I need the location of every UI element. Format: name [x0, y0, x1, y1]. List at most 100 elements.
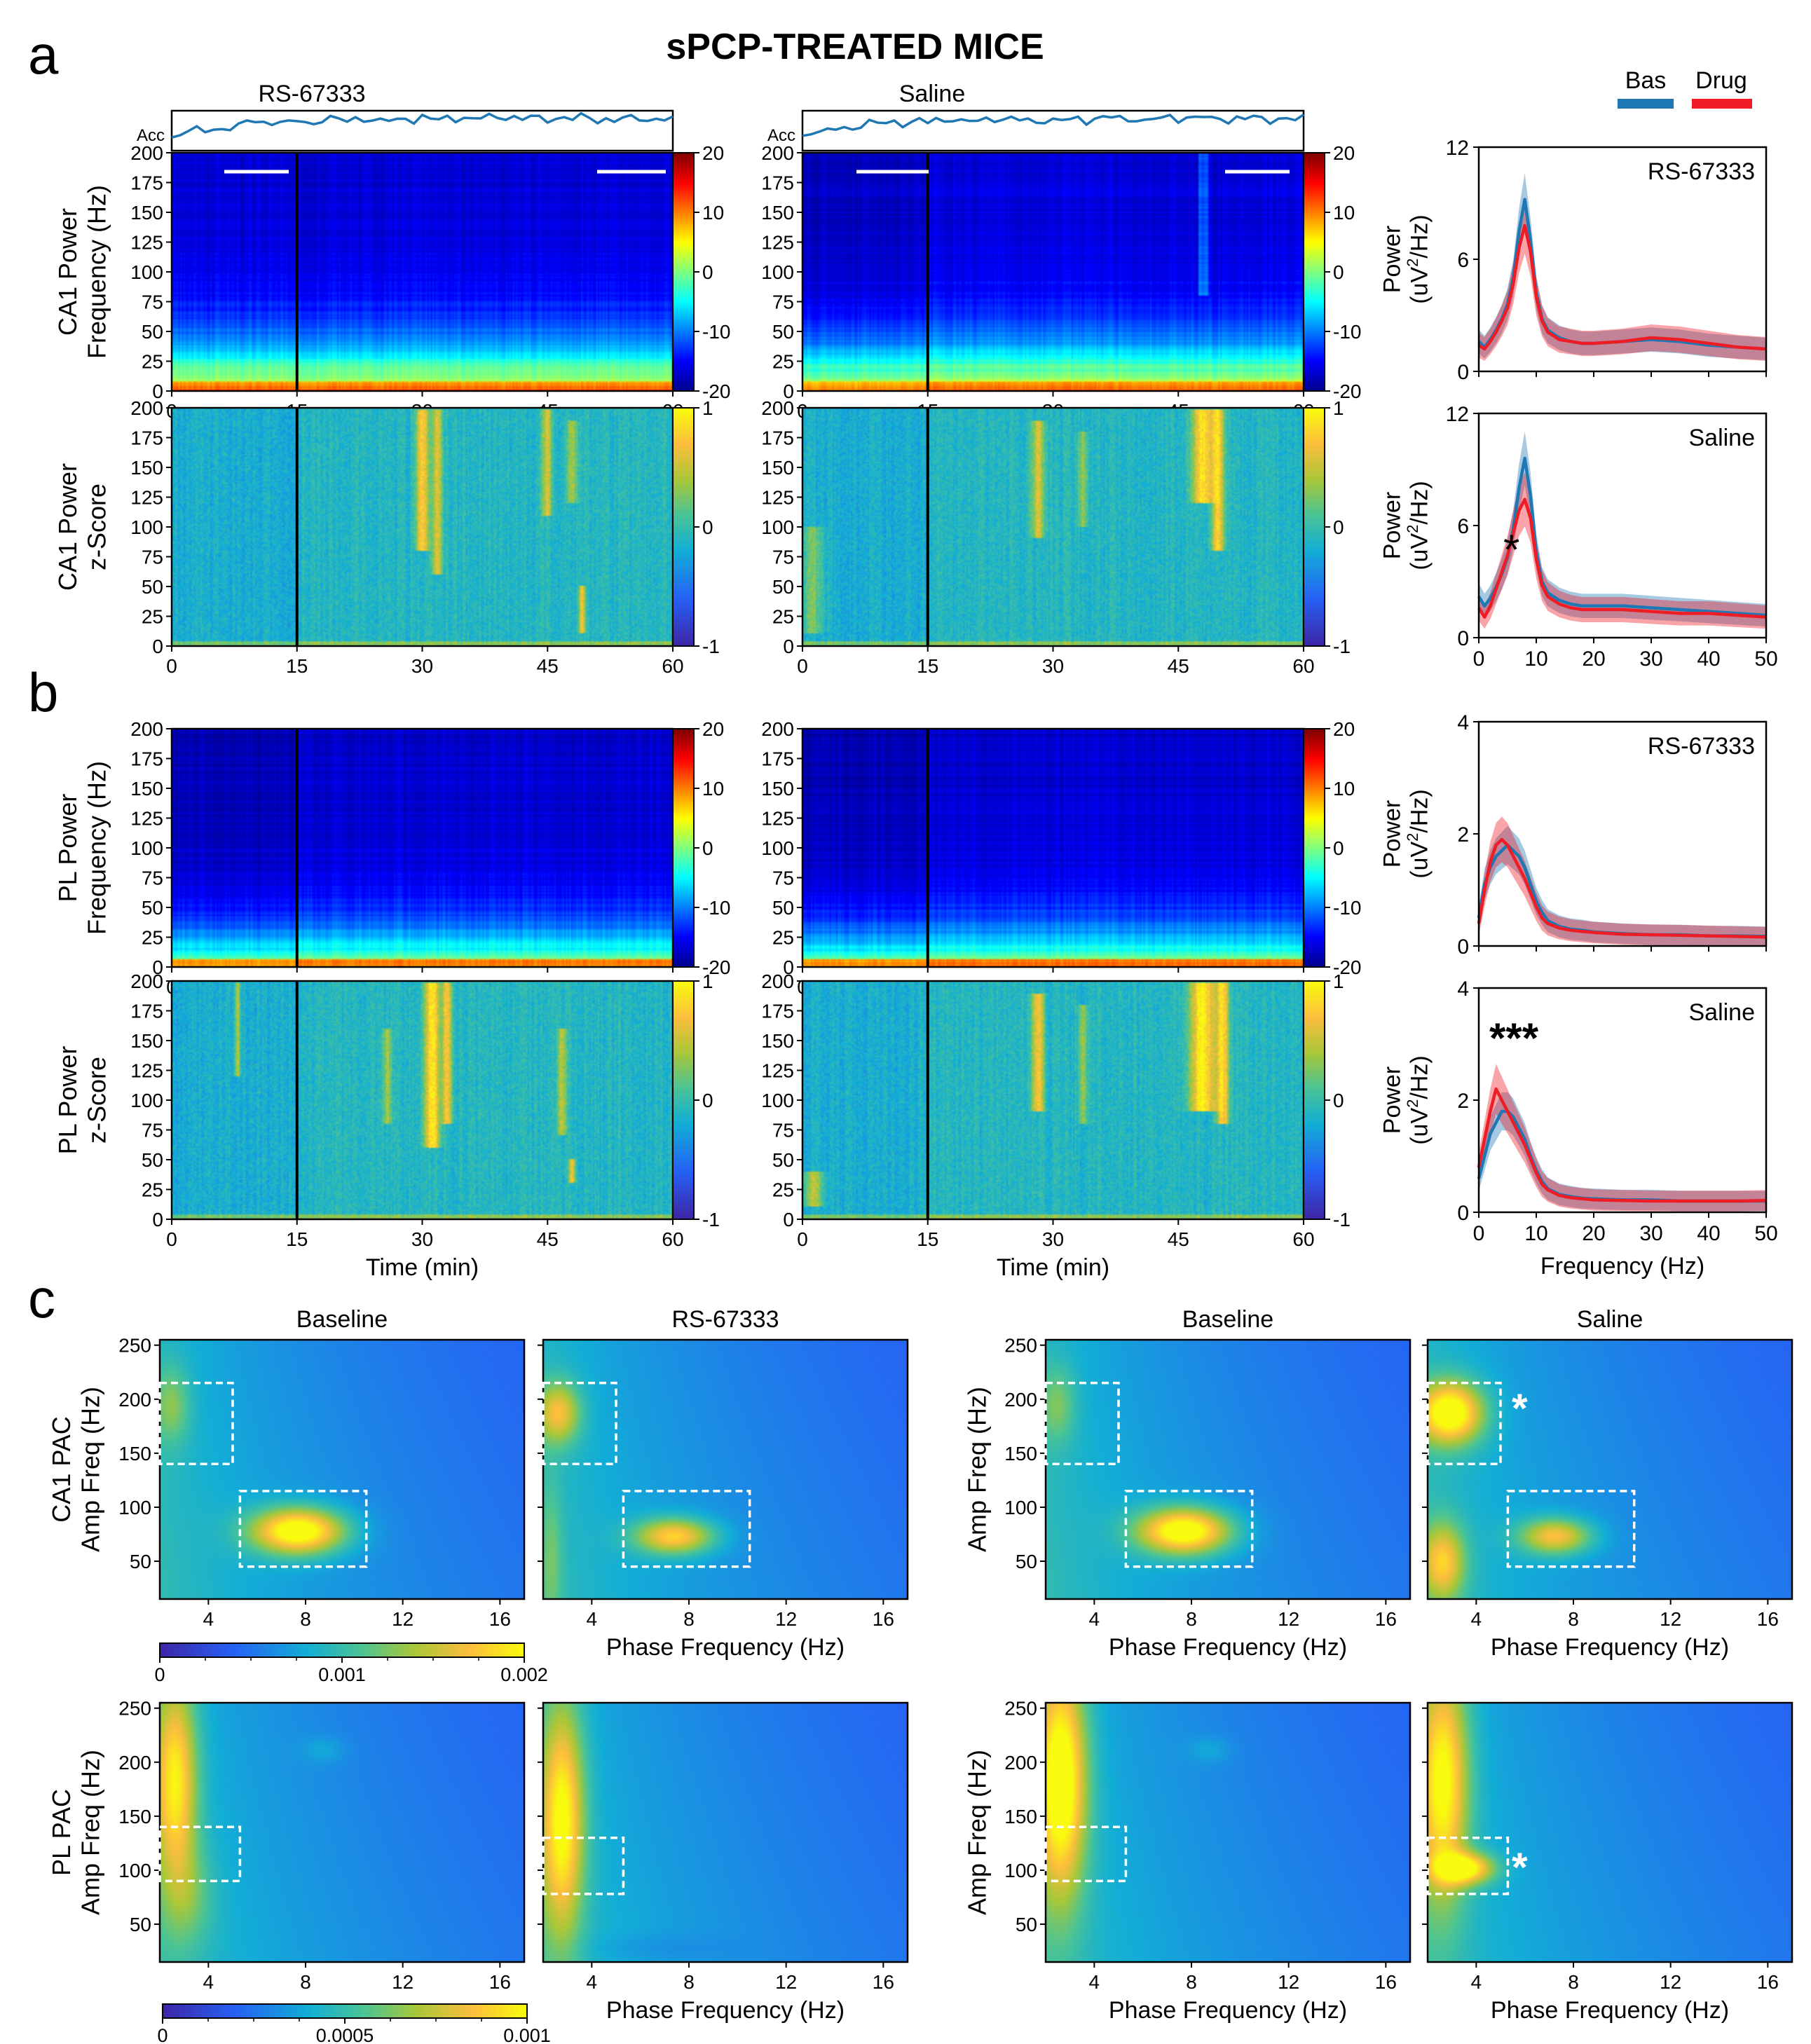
colorbar-tick-label: 0 — [154, 1664, 165, 1685]
y-axis-label-a-zscore-rs-line: z-Score — [82, 483, 111, 570]
x-tick-label: 50 — [1754, 647, 1777, 671]
y-tick-label: 75 — [772, 867, 794, 889]
y-tick-label: 25 — [772, 927, 794, 949]
sem-band-drug — [1479, 816, 1766, 946]
y-tick-label: 200 — [761, 718, 794, 740]
y-tick-label: 25 — [772, 1179, 794, 1201]
x-axis-label-b-zscore-rs: Time (min) — [366, 1254, 479, 1281]
x-tick-label: 45 — [1168, 655, 1189, 677]
y-axis-label: Power (uV2/Hz) — [1379, 1055, 1433, 1145]
y-axis-label: Power (uV2/Hz) — [1379, 789, 1433, 879]
colorbar-tick-label: 0 — [702, 1090, 713, 1111]
y-tick-label: 2 — [1457, 1090, 1469, 1113]
colorbar-tick-label: 0 — [1333, 1090, 1344, 1111]
x-tick-label: 8 — [1568, 1971, 1579, 1993]
legend: Bas Drug — [1618, 67, 1752, 109]
x-tick-label: 8 — [683, 1971, 695, 1993]
colorbar-tick-label: -10 — [702, 321, 730, 343]
acc-line — [171, 111, 674, 139]
y-tick-label: 250 — [1004, 1698, 1037, 1720]
panel-c-ca1-baseline-saline: 50 100 150 200 250 4 8 12 16 — [1004, 1335, 1412, 1630]
y-tick-label: 125 — [130, 1060, 163, 1082]
x-tick-label: 16 — [1757, 1971, 1779, 1993]
legend-label-drug: Drug — [1695, 67, 1747, 94]
heatmap-image — [1428, 1703, 1792, 1962]
x-axis-label-c-ca1-baseline-saline: Phase Frequency (Hz) — [1109, 1634, 1347, 1661]
y-axis-label-c-ca1-baseline-rs: CA1 PAC Amp Freq (Hz) — [47, 1387, 104, 1552]
x-axis-label-c-pl-rs: Phase Frequency (Hz) — [606, 1997, 845, 2024]
heatmap-image — [802, 729, 1304, 967]
y-tick-label: 200 — [761, 142, 794, 164]
y-tick-label: 75 — [772, 291, 794, 313]
y-axis-label-b-zscore-rs-line: PL Power — [53, 1046, 82, 1155]
colorbar-tick-label: 10 — [702, 202, 724, 224]
x-tick-label: 12 — [1278, 1971, 1299, 1993]
x-tick-label: 30 — [411, 1228, 433, 1250]
colorbar-tick-label: 10 — [1333, 778, 1355, 800]
x-tick-label: 30 — [1639, 1222, 1662, 1245]
colorbar-tick-label: 0.0005 — [316, 2025, 374, 2044]
y-tick-label: 6 — [1457, 515, 1469, 538]
y-tick-label: 200 — [130, 142, 163, 164]
y-tick-label: 150 — [761, 1030, 794, 1052]
panel-c-pl-rs: 4 8 12 16 — [542, 1701, 909, 1993]
colorbar-pac-ca1: 0 0.001 0.002 — [154, 1642, 548, 1685]
colorbar-tick-label: -20 — [702, 380, 730, 402]
heatmap-image — [1046, 1703, 1410, 1962]
y-tick-label: 50 — [772, 897, 794, 919]
colorbar-tick-label: 0.001 — [503, 2025, 551, 2044]
colorbar-pac-pl: 0 0.0005 0.001 — [157, 2003, 551, 2044]
heatmap-image — [172, 408, 673, 646]
colorbar-tick-label: -10 — [702, 897, 730, 919]
y-tick-label: 25 — [142, 606, 163, 628]
y-axis-label-c-pl-baseline-saline-line: Amp Freq (Hz) — [963, 1750, 992, 1915]
y-tick-label: 50 — [1016, 1551, 1037, 1572]
sem-band-drug — [1479, 472, 1766, 629]
sem-band-bas — [1479, 173, 1766, 361]
y-axis-label-line: (uV2/Hz) — [1404, 481, 1433, 570]
y-tick-label: 150 — [761, 457, 794, 479]
acc-frame — [170, 109, 674, 152]
panel-label-c: c — [28, 1268, 55, 1329]
x-tick-label: 12 — [1660, 1971, 1681, 1993]
x-tick-label: 16 — [873, 1608, 894, 1630]
plot-frame — [542, 1338, 909, 1600]
series-line-drug — [1477, 224, 1767, 351]
sem-band-bas — [1479, 431, 1766, 626]
colorbar-a-zscore-saline: 1 0 -1 — [1303, 397, 1351, 657]
y-tick-label: 200 — [118, 1389, 151, 1411]
panel-title-c-ca1-rs: RS-67333 — [671, 1306, 779, 1333]
x-tick-label: 0 — [166, 1228, 177, 1250]
y-tick-label: 75 — [142, 867, 163, 889]
x-tick-label: 8 — [1568, 1608, 1579, 1630]
y-tick-label: 125 — [130, 487, 163, 509]
y-tick-label: 0 — [783, 636, 794, 657]
x-tick-label: 60 — [1292, 655, 1314, 677]
colorbar-tick-label: -20 — [702, 956, 730, 978]
x-tick-label: 0 — [1473, 647, 1485, 671]
y-tick-label: 50 — [142, 897, 163, 919]
y-tick-label: 150 — [130, 457, 163, 479]
y-tick-label: 150 — [1004, 1806, 1037, 1827]
y-tick-label: 250 — [118, 1698, 151, 1720]
y-tick-label: 12 — [1446, 403, 1469, 426]
y-tick-label: 75 — [772, 1120, 794, 1141]
heatmap-image — [1046, 1340, 1410, 1599]
y-tick-label: 200 — [1004, 1389, 1037, 1411]
colorbar-a-spectrogram-saline: 20 10 0 -10 -20 — [1303, 142, 1361, 402]
colorbar-tick-label: 10 — [702, 778, 724, 800]
column-title-rs: RS-67333 — [258, 81, 365, 107]
y-tick-label: 100 — [1004, 1497, 1037, 1518]
x-tick-label: 4 — [203, 1971, 214, 1993]
y-tick-label: 50 — [142, 321, 163, 343]
colorbar-gradient — [163, 2004, 527, 2018]
y-axis-label-c-ca1-baseline-rs-line: CA1 PAC — [47, 1416, 76, 1522]
sem-band-bas — [1479, 825, 1766, 946]
colorbar-tick-label: 0 — [702, 261, 713, 283]
x-axis-label-c-pl-saline: Phase Frequency (Hz) — [1491, 1997, 1729, 2024]
heatmap-image — [802, 153, 1304, 391]
y-tick-label: 150 — [761, 778, 794, 800]
heatmap-image — [1428, 1340, 1792, 1599]
y-axis-label-line: (uV2/Hz) — [1404, 1055, 1433, 1145]
y-tick-label: 175 — [130, 748, 163, 770]
